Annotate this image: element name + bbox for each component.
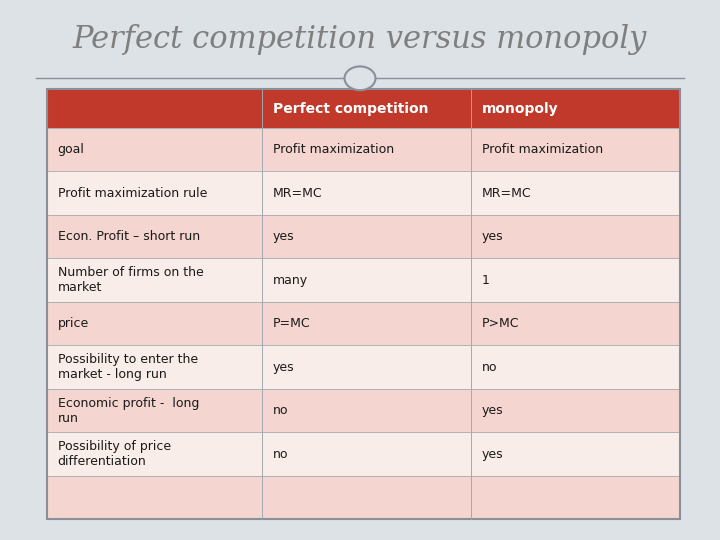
Text: many: many bbox=[273, 274, 307, 287]
Text: P>MC: P>MC bbox=[482, 317, 519, 330]
Text: yes: yes bbox=[482, 230, 503, 243]
Text: Profit maximization: Profit maximization bbox=[273, 143, 394, 156]
FancyBboxPatch shape bbox=[262, 389, 471, 433]
FancyBboxPatch shape bbox=[471, 476, 680, 519]
Text: Profit maximization: Profit maximization bbox=[482, 143, 603, 156]
FancyBboxPatch shape bbox=[471, 128, 680, 172]
FancyBboxPatch shape bbox=[471, 302, 680, 346]
Text: 1: 1 bbox=[482, 274, 490, 287]
Text: no: no bbox=[482, 361, 497, 374]
Text: monopoly: monopoly bbox=[482, 102, 558, 116]
FancyBboxPatch shape bbox=[262, 89, 471, 128]
Text: no: no bbox=[273, 448, 288, 461]
FancyBboxPatch shape bbox=[47, 89, 262, 128]
Circle shape bbox=[345, 66, 375, 90]
FancyBboxPatch shape bbox=[47, 172, 262, 215]
Text: Econ. Profit – short run: Econ. Profit – short run bbox=[58, 230, 199, 243]
Text: MR=MC: MR=MC bbox=[273, 187, 323, 200]
Text: Possibility to enter the
market - long run: Possibility to enter the market - long r… bbox=[58, 353, 198, 381]
FancyBboxPatch shape bbox=[47, 389, 262, 433]
FancyBboxPatch shape bbox=[262, 172, 471, 215]
FancyBboxPatch shape bbox=[47, 346, 262, 389]
FancyBboxPatch shape bbox=[471, 215, 680, 259]
FancyBboxPatch shape bbox=[47, 433, 262, 476]
FancyBboxPatch shape bbox=[47, 259, 262, 302]
Text: Profit maximization rule: Profit maximization rule bbox=[58, 187, 207, 200]
FancyBboxPatch shape bbox=[471, 389, 680, 433]
FancyBboxPatch shape bbox=[471, 433, 680, 476]
FancyBboxPatch shape bbox=[262, 215, 471, 259]
Text: no: no bbox=[273, 404, 288, 417]
FancyBboxPatch shape bbox=[47, 302, 262, 346]
Text: yes: yes bbox=[482, 448, 503, 461]
Text: Number of firms on the
market: Number of firms on the market bbox=[58, 266, 204, 294]
FancyBboxPatch shape bbox=[262, 476, 471, 519]
FancyBboxPatch shape bbox=[262, 433, 471, 476]
FancyBboxPatch shape bbox=[262, 259, 471, 302]
Text: Economic profit -  long
run: Economic profit - long run bbox=[58, 397, 199, 425]
FancyBboxPatch shape bbox=[471, 259, 680, 302]
Text: MR=MC: MR=MC bbox=[482, 187, 531, 200]
Text: yes: yes bbox=[273, 361, 294, 374]
FancyBboxPatch shape bbox=[47, 215, 262, 259]
FancyBboxPatch shape bbox=[47, 476, 262, 519]
FancyBboxPatch shape bbox=[262, 346, 471, 389]
FancyBboxPatch shape bbox=[471, 346, 680, 389]
Text: price: price bbox=[58, 317, 89, 330]
Text: Possibility of price
differentiation: Possibility of price differentiation bbox=[58, 440, 171, 468]
Text: P=MC: P=MC bbox=[273, 317, 310, 330]
Text: yes: yes bbox=[482, 404, 503, 417]
FancyBboxPatch shape bbox=[47, 128, 262, 172]
FancyBboxPatch shape bbox=[262, 302, 471, 346]
Text: goal: goal bbox=[58, 143, 84, 156]
Text: Perfect competition: Perfect competition bbox=[273, 102, 428, 116]
FancyBboxPatch shape bbox=[262, 128, 471, 172]
FancyBboxPatch shape bbox=[471, 89, 680, 128]
Text: Perfect competition versus monopoly: Perfect competition versus monopoly bbox=[73, 24, 647, 55]
Text: yes: yes bbox=[273, 230, 294, 243]
FancyBboxPatch shape bbox=[471, 172, 680, 215]
